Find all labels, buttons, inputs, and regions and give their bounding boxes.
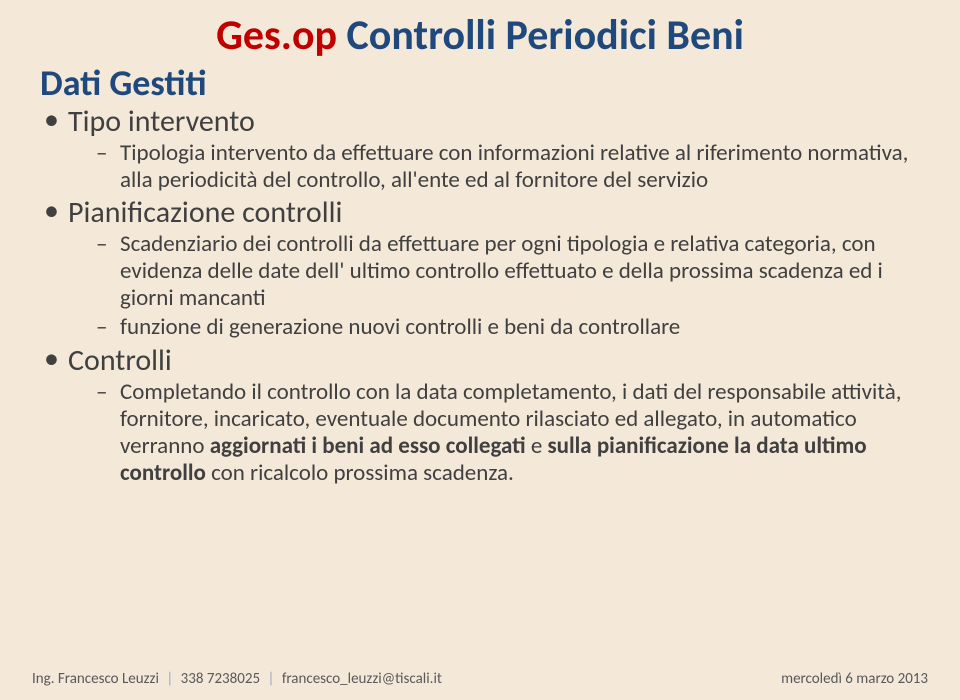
footer-sep-2: | [267,670,274,688]
title-blue: Controlli Periodici Beni [337,10,744,61]
l2-list: Scadenziario dei controlli da effettuare… [68,231,920,342]
text-segment: e [531,432,548,460]
l1-label: Pianificazione controlli [68,196,920,229]
title-red: Ges.op [216,10,337,61]
footer-sep-1: | [166,670,173,688]
l2-item: funzione di generazione nuovi controlli … [96,314,920,341]
l2-list: Completando il controllo con la data com… [68,379,920,488]
l2-item: Tipologia intervento da effettuare con i… [96,140,920,194]
l1-label: Tipo intervento [68,105,920,138]
bullet-list: Tipo interventoTipologia intervento da e… [40,105,920,487]
footer-name: Ing. Francesco Leuzzi [32,670,159,688]
slide-container: Ges.op Controlli Periodici Beni Dati Ges… [0,0,960,700]
text-segment: aggiornati i beni ad esso collegati [210,432,531,460]
text-segment: Tipologia intervento da effettuare con i… [120,139,908,194]
l2-item: Completando il controllo con la data com… [96,379,920,488]
footer-phone: 338 7238025 [181,670,260,688]
text-segment: Scadenziario dei controlli da effettuare… [120,230,883,312]
footer: Ing. Francesco Leuzzi | 338 7238025 | fr… [0,670,960,688]
l1-item: Tipo interventoTipologia intervento da e… [40,105,920,194]
l1-item: ControlliCompletando il controllo con la… [40,344,920,488]
footer-email: francesco_leuzzi@tiscali.it [282,670,442,688]
text-segment: funzione di generazione nuovi controlli … [120,313,680,341]
footer-right: mercoledì 6 marzo 2013 [781,670,928,688]
footer-left: Ing. Francesco Leuzzi | 338 7238025 | fr… [32,670,442,688]
l2-item: Scadenziario dei controlli da effettuare… [96,231,920,312]
subheader: Dati Gestiti [40,65,920,103]
l2-list: Tipologia intervento da effettuare con i… [68,140,920,194]
title-row: Ges.op Controlli Periodici Beni [40,10,920,61]
l1-label: Controlli [68,344,920,377]
slide-title: Ges.op Controlli Periodici Beni [216,10,744,61]
l1-item: Pianificazione controlliScadenziario dei… [40,196,920,342]
text-segment: con ricalcolo prossima scadenza. [211,459,514,487]
